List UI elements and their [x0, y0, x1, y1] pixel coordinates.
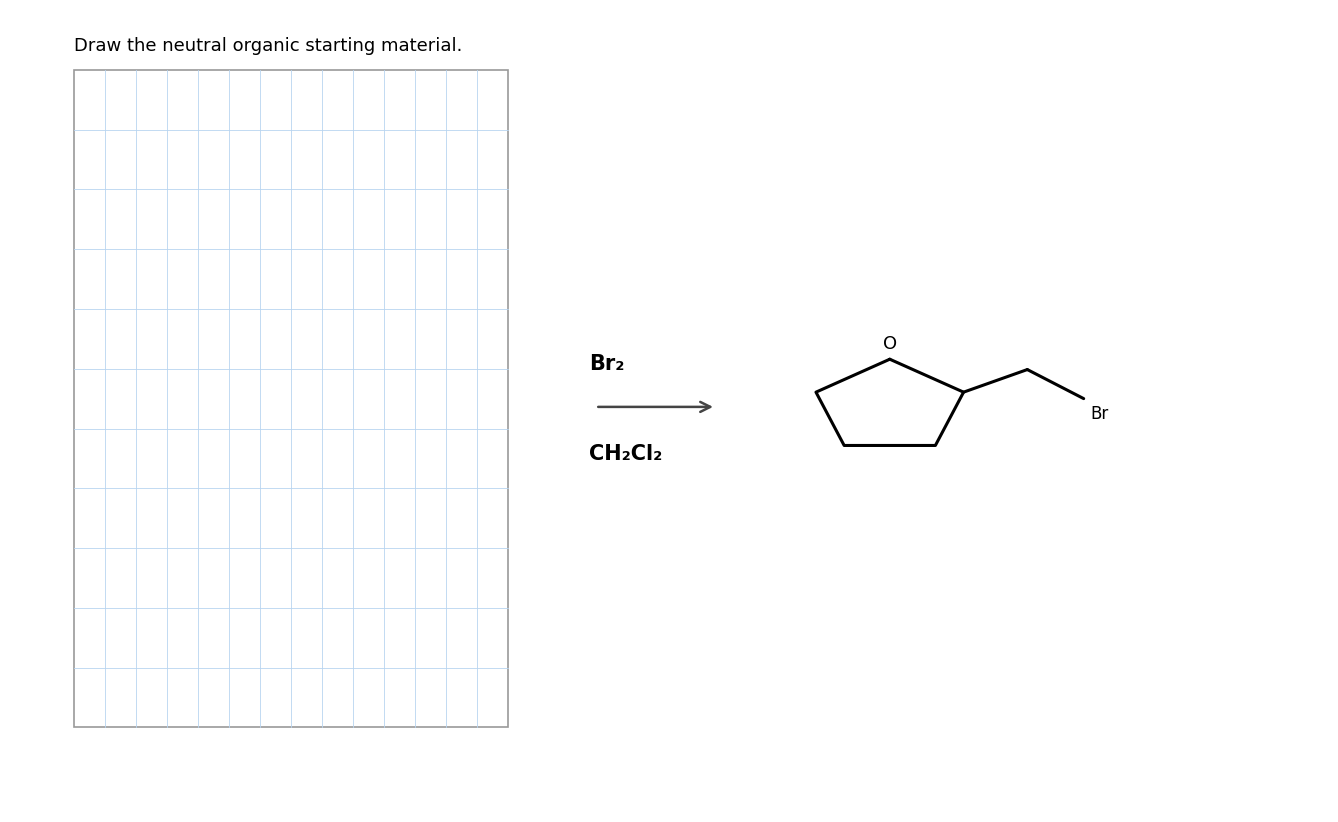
- Text: O: O: [883, 335, 896, 353]
- Text: Br: Br: [1090, 405, 1109, 423]
- Text: CH₂Cl₂: CH₂Cl₂: [589, 444, 662, 464]
- Text: Draw the neutral organic starting material.: Draw the neutral organic starting materi…: [74, 37, 462, 55]
- Text: Br₂: Br₂: [589, 354, 624, 374]
- Bar: [74, 70, 508, 727]
